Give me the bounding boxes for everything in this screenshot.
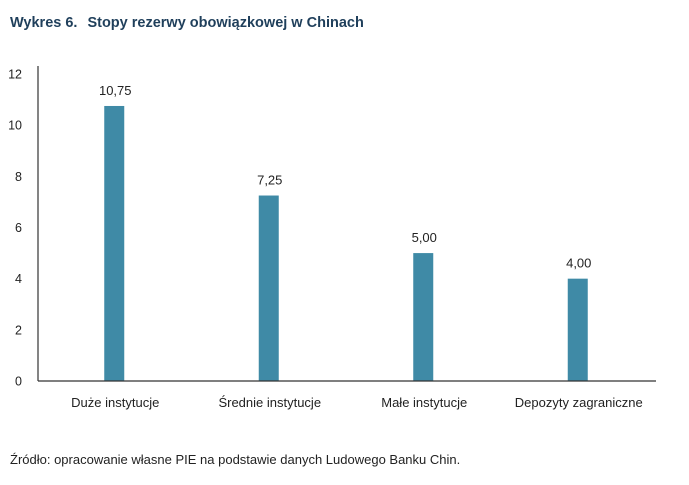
category-labels: Duże instytucje Średnie instytucje Małe in… (71, 395, 643, 410)
y-tick-label: 2 (15, 323, 22, 337)
x-category-label: Średnie instytucje (218, 395, 321, 410)
y-axis-ticks: 0 2 4 6 8 10 12 (8, 68, 22, 389)
bar (413, 253, 434, 381)
y-tick-label: 10 (8, 119, 22, 133)
bar-chart: 0 2 4 6 8 10 12 10,75 7,25 5,00 4,00 Duże instytu… (8, 66, 656, 410)
bar (258, 195, 279, 381)
x-category-label: Depozyty zagraniczne (515, 395, 643, 410)
chart-title-number: Wykres 6. (10, 15, 78, 31)
chart-title-text: Stopy rezerwy obowiązkowej w Chinach (87, 15, 364, 31)
bars (104, 105, 588, 382)
data-label: 4,00 (566, 256, 591, 271)
chart-title: Wykres 6. Stopy rezerwy obowiązkowej w Ch… (10, 15, 364, 31)
y-tick-label: 0 (15, 375, 22, 389)
bar (567, 278, 588, 381)
bar (104, 105, 125, 382)
data-label: 10,75 (99, 83, 132, 98)
y-tick-label: 8 (15, 170, 22, 184)
y-tick-label: 4 (15, 272, 22, 286)
axes (37, 66, 656, 382)
x-category-label: Duże instytucje (71, 395, 159, 410)
value-labels: 10,75 7,25 5,00 4,00 (99, 83, 591, 271)
x-category-label: Małe instytucje (381, 395, 467, 410)
data-label: 5,00 (412, 230, 437, 245)
y-tick-label: 12 (8, 68, 22, 82)
source-note: Źródło: opracowanie własne PIE na podsta… (10, 452, 461, 467)
y-tick-label: 6 (15, 221, 22, 235)
data-label: 7,25 (257, 173, 282, 188)
